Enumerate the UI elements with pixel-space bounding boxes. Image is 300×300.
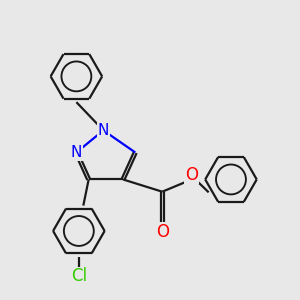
Text: Cl: Cl <box>71 267 87 285</box>
Text: N: N <box>98 123 109 138</box>
Text: N: N <box>71 145 82 160</box>
Text: O: O <box>185 166 198 184</box>
Text: O: O <box>156 223 169 241</box>
